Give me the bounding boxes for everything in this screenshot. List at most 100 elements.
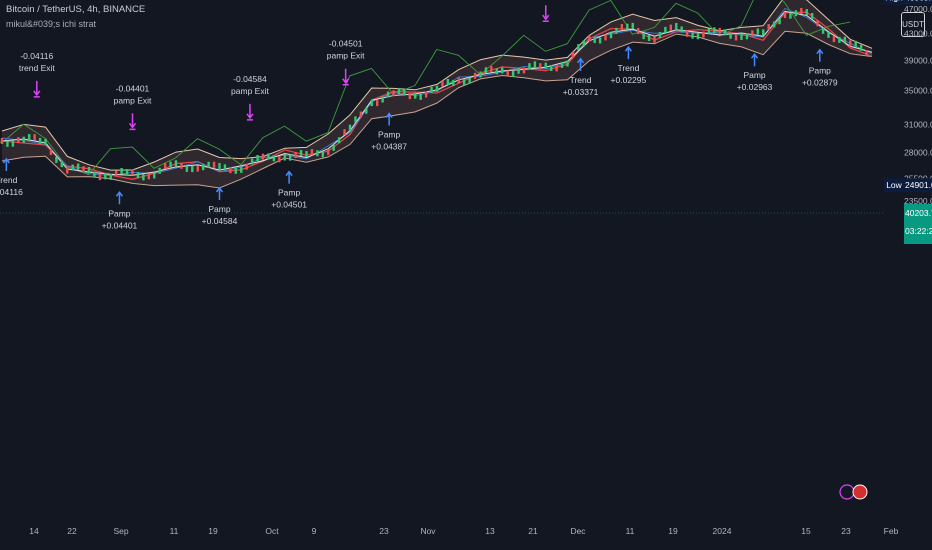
candle [642,33,645,40]
entry-value-label: -0.04116 [0,187,23,197]
x-axis-tick-label: 14 [29,526,39,536]
candle [98,174,102,181]
high-price-tag-value-bg [904,0,932,5]
candle [849,40,852,47]
candle [283,154,286,161]
candle [33,134,36,141]
x-axis-tick-label: 23 [379,526,389,536]
candle [446,78,450,85]
entry-arrow-icon [816,48,824,62]
candle [685,30,689,37]
entry-arrow-icon [750,52,759,67]
exit-value-label: -0.04116 [20,51,53,61]
candle [588,35,591,42]
candle [838,36,841,43]
high-price-tag-label-bg [884,0,904,5]
entry-label: Pamp [809,66,831,76]
candle [577,44,580,51]
entry-arrow-icon [215,186,224,201]
entry-value-label: +0.02963 [737,82,773,92]
candle [604,34,607,41]
candle [691,32,694,39]
candle [403,89,406,96]
candle [321,151,325,158]
chart-symbol-title: Bitcoin / TetherUS, 4h, BINANCE [6,4,146,15]
candle [408,93,412,100]
candle [278,156,281,163]
candle [767,24,770,31]
y-axis-tick-label: 31000.00 [904,119,932,129]
candle [76,163,80,170]
candle [38,137,42,144]
candle [261,153,265,160]
candle [153,172,156,179]
x-axis-tick-label: Oct [265,526,279,536]
candle [218,163,221,170]
candle [827,31,830,38]
candle [142,174,145,181]
candle [163,163,167,170]
candle [816,20,819,27]
candle [718,27,721,34]
candle [468,77,471,84]
candle [506,70,509,77]
candle [800,8,803,15]
candle [843,36,847,43]
candle [6,140,9,147]
entry-label: Trend [0,175,18,185]
exit-arrow-icon [342,68,350,86]
candle [490,66,493,73]
candle [343,129,346,136]
high-price-tag-value: 48969.48 [905,0,932,3]
candle [234,167,238,174]
candle [316,150,319,157]
candle [359,111,363,118]
candle [566,60,569,67]
candle [511,70,515,77]
candle [49,149,53,156]
candle [745,33,749,40]
exit-arrow-icon [128,113,137,131]
candle [125,169,129,176]
cloud-span-b-line [1,30,873,189]
x-axis-tick-label: 13 [485,526,495,536]
candle [772,21,776,28]
candle [66,167,69,174]
entry-arrow-icon [385,112,393,126]
currency-button[interactable]: USDT [901,12,925,37]
candle [696,33,700,40]
candle [201,164,205,171]
candle [865,50,868,57]
candle [299,149,303,156]
candle [620,24,624,31]
candle [479,71,482,78]
candle [229,167,232,174]
exit-label: pamp Exit [231,86,269,96]
x-axis-tick-label: Feb [884,526,899,536]
candle [734,34,738,41]
x-axis-tick-label: 11 [626,526,635,536]
exit-value-label: -0.04501 [329,39,363,49]
candle [381,96,384,103]
candle [60,161,64,168]
candle [778,18,781,25]
candle [0,137,4,144]
candle [789,12,792,19]
candle [22,136,25,143]
candle [375,100,379,107]
candle [392,90,395,97]
candle [27,134,31,141]
x-axis-tick-label: Sep [113,526,128,536]
candle [294,151,297,158]
candle [582,40,586,47]
candle [762,29,765,36]
low-price-tag-label-bg [884,178,904,193]
entry-value-label: +0.04501 [271,200,307,210]
candle [707,28,711,35]
x-axis-tick-label: Nov [420,526,436,536]
candle [658,32,662,39]
candle [196,165,199,172]
entry-label: Pamp [743,70,765,80]
flag-icon [852,484,868,500]
